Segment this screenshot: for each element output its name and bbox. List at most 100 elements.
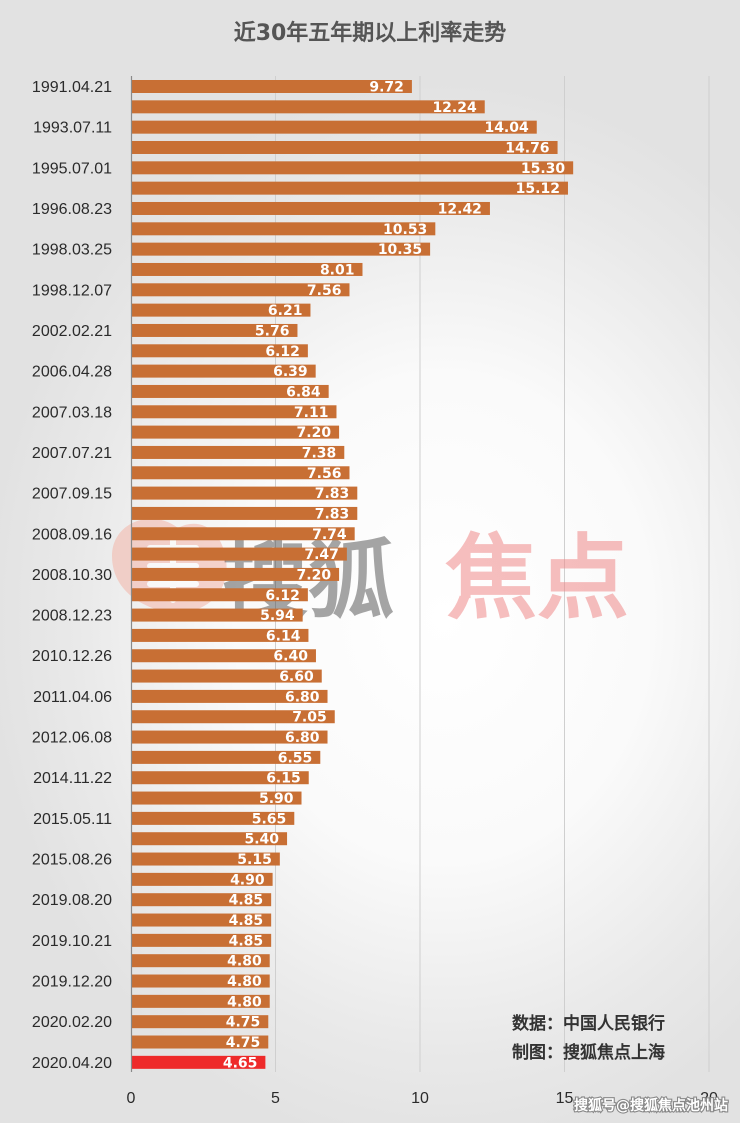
bar	[132, 120, 537, 134]
bar	[132, 791, 302, 805]
bar	[132, 466, 350, 480]
data-label: 12.42	[438, 201, 482, 217]
data-label: 14.04	[484, 120, 529, 136]
data-label: 6.84	[286, 384, 321, 400]
bar	[132, 832, 288, 846]
bar	[132, 1035, 269, 1049]
data-label: 4.90	[230, 872, 265, 888]
data-label: 7.20	[297, 567, 332, 583]
x-tick-label: 15	[556, 1090, 574, 1107]
data-label: 12.24	[432, 100, 477, 116]
chart-title: 近30年五年期以上利率走势	[234, 20, 507, 46]
bar	[132, 242, 431, 256]
y-tick-label: 2019.12.20	[32, 974, 112, 991]
data-label: 7.47	[304, 547, 339, 563]
data-label: 7.20	[297, 425, 332, 441]
y-tick-label: 2019.08.20	[32, 892, 112, 909]
bar	[132, 323, 298, 337]
bar	[132, 506, 358, 520]
y-tick-label: 2007.09.15	[32, 486, 112, 503]
data-label: 4.80	[227, 954, 262, 970]
data-label: 6.39	[273, 364, 308, 380]
bar	[132, 181, 568, 195]
credit-watermark: 搜狐号@搜狐焦点池州站	[574, 1097, 728, 1114]
bar	[132, 689, 328, 703]
y-tick-label: 1996.08.23	[32, 201, 112, 218]
y-tick-label: 2008.10.30	[32, 567, 112, 584]
bar	[132, 669, 322, 683]
bar	[132, 750, 321, 764]
data-label: 6.12	[265, 344, 300, 360]
bar	[132, 80, 412, 93]
y-tick-label: 1993.07.11	[33, 120, 112, 137]
data-label: 4.80	[227, 994, 262, 1010]
bar	[132, 283, 350, 297]
bar	[132, 730, 328, 744]
y-tick-label: 2014.11.22	[33, 770, 112, 787]
data-label: 6.80	[285, 730, 320, 746]
data-label: 4.85	[229, 893, 264, 909]
bar	[132, 547, 347, 561]
data-label: 4.75	[226, 1015, 261, 1031]
data-label: 4.65	[223, 1055, 258, 1071]
bar	[132, 608, 303, 622]
data-label: 6.40	[273, 649, 308, 665]
bar	[132, 262, 363, 276]
y-tick-label: 2007.03.18	[32, 404, 112, 421]
bar	[132, 710, 335, 724]
author-note: 制图：搜狐焦点上海	[512, 1042, 665, 1063]
bar	[132, 649, 316, 663]
y-tick-label: 2002.02.21	[32, 323, 112, 340]
bar	[132, 140, 558, 154]
data-label: 4.85	[229, 933, 264, 949]
bar	[132, 222, 436, 236]
data-label: 4.80	[227, 974, 262, 990]
y-tick-label: 2019.10.21	[32, 933, 112, 950]
x-tick-label: 10	[411, 1090, 429, 1107]
bar	[132, 1015, 269, 1029]
y-tick-label: 2008.12.23	[32, 608, 112, 625]
data-label: 7.56	[307, 283, 342, 299]
data-label: 5.40	[245, 832, 280, 848]
data-label: 14.76	[505, 140, 549, 156]
bar	[132, 425, 340, 439]
data-label: 5.15	[237, 852, 272, 868]
y-tick-label: 1995.07.01	[32, 160, 112, 177]
data-label: 7.56	[307, 466, 342, 482]
source-note: 数据：中国人民银行	[512, 1013, 665, 1034]
bars: 9.72 12.24 14.04 14.76 15.30 15.12 12.42 10.53 1…	[132, 80, 574, 1071]
y-tick-label: 2020.02.20	[32, 1014, 112, 1031]
bar	[132, 588, 308, 602]
bar	[132, 364, 316, 378]
data-label: 6.80	[285, 689, 320, 705]
y-tick-label: 2007.07.21	[32, 445, 112, 462]
data-label: 15.30	[521, 161, 566, 177]
data-label: 6.15	[266, 771, 301, 787]
bar	[132, 344, 308, 358]
bar	[132, 567, 340, 581]
y-tick-label: 2008.09.16	[32, 526, 112, 543]
bar	[132, 100, 485, 114]
bar	[132, 201, 490, 215]
bar	[132, 486, 358, 500]
x-tick-label: 0	[127, 1090, 136, 1107]
y-tick-label: 2011.04.06	[33, 689, 112, 706]
bar	[132, 628, 309, 642]
y-tick-label: 2015.08.26	[32, 852, 112, 869]
bar	[132, 303, 311, 317]
data-label: 7.74	[312, 527, 347, 543]
data-label: 8.01	[320, 262, 355, 278]
data-label: 5.76	[255, 323, 290, 339]
y-tick-label: 1998.12.07	[32, 282, 112, 299]
data-label: 7.11	[294, 405, 329, 421]
y-tick-label: 1998.03.25	[32, 242, 112, 259]
y-tick-label: 2010.12.26	[32, 648, 112, 665]
y-tick-label: 2006.04.28	[32, 364, 112, 381]
bar	[132, 954, 270, 968]
bar	[132, 811, 295, 825]
y-axis-labels: 1991.04.21 1993.07.11 1995.07.01 1996.08.23…	[32, 79, 112, 1072]
data-label: 4.75	[226, 1035, 261, 1051]
bar	[132, 872, 273, 886]
bar	[132, 405, 337, 419]
